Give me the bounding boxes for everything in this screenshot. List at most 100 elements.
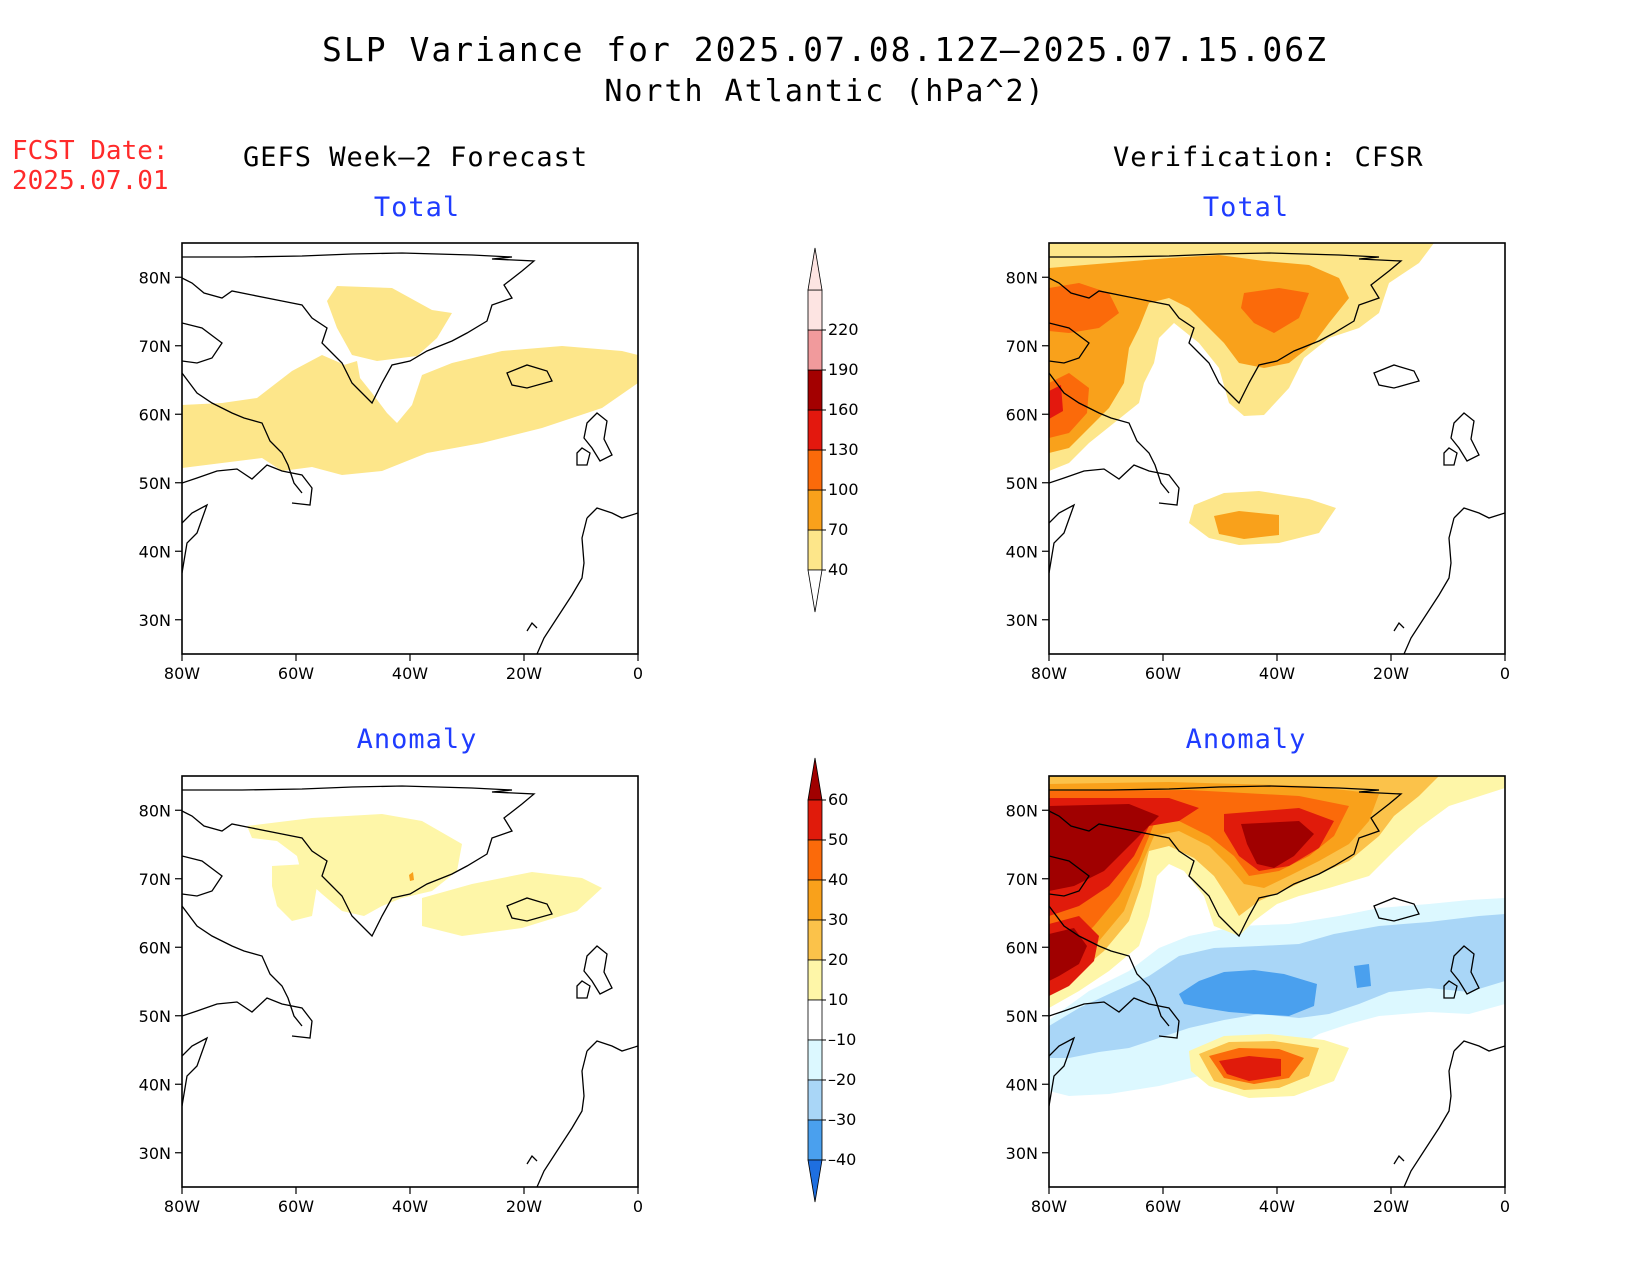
coastline — [182, 372, 303, 494]
lat-tick-label: 70N — [139, 337, 171, 356]
lon-tick-label: 80W — [164, 1197, 200, 1216]
frame-verification-total: 80N 70N 60N 50N 40N 30N 80W 60W 40W 20W 0 — [1006, 242, 1510, 683]
coastline — [576, 980, 591, 999]
coastline — [1393, 1154, 1405, 1165]
lon-tick-label: 0 — [633, 1197, 643, 1216]
colorbar-segment — [807, 999, 823, 1041]
contour-40 — [327, 286, 452, 361]
lat-tick-label: 40N — [139, 542, 171, 561]
colorbar-segment — [807, 1079, 823, 1121]
colorbar-label: –40 — [828, 1150, 856, 1169]
lon-tick-label: 20W — [1373, 664, 1409, 683]
map-panel-verification-total — [1049, 243, 1434, 545]
lat-tick-label: 40N — [1006, 1075, 1038, 1094]
coastline — [182, 503, 209, 574]
forecast-anomaly-title: Anomaly — [356, 724, 478, 755]
colorbar-label: 20 — [828, 950, 848, 969]
lon-tick-label: 0 — [1500, 1197, 1510, 1216]
colorbar-anomaly: 60 50 40 30 20 10 –10 –20 –30 –40 — [807, 757, 856, 1203]
colorbar-label: 220 — [828, 320, 859, 339]
lon-tick-label: 60W — [278, 1197, 314, 1216]
lat-tick-label: 60N — [1006, 405, 1038, 424]
coastline — [1373, 897, 1420, 922]
lon-tick-label: 20W — [1373, 1197, 1409, 1216]
figure-title: SLP Variance for 2025.07.08.12Z–2025.07.… — [322, 30, 1328, 69]
contour-130 — [1049, 385, 1063, 419]
coastline — [182, 252, 536, 405]
lat-tick-label: 40N — [139, 1075, 171, 1094]
lat-tick-label: 50N — [139, 474, 171, 493]
colorbar-label: 160 — [828, 400, 859, 419]
forecast-date-value: 2025.07.01 — [12, 166, 169, 196]
colorbar-bottom-arrow — [807, 569, 823, 613]
colorbar-segment — [807, 489, 823, 531]
lon-tick-label: 80W — [1031, 664, 1067, 683]
frame-verification-anomaly: 80N 70N 60N 50N 40N 30N 80W 60W 40W 20W 0 — [1006, 775, 1510, 1216]
contour-60 — [1049, 804, 1159, 891]
colorbar-segment — [807, 449, 823, 491]
colorbar-label: 190 — [828, 360, 859, 379]
coastline — [1049, 322, 1090, 364]
coastline — [583, 945, 613, 995]
coastline — [1049, 855, 1090, 897]
coastline — [1443, 447, 1458, 466]
coastline — [1049, 785, 1403, 938]
forecast-total-title: Total — [373, 192, 461, 223]
coastline — [1450, 945, 1480, 995]
colorbar-segment — [807, 1039, 823, 1081]
coastline — [576, 447, 591, 466]
coastline — [1403, 517, 1455, 654]
lat-tick-label: 80N — [1006, 268, 1038, 287]
coastlines — [182, 252, 638, 654]
lat-tick-label: 50N — [1006, 1007, 1038, 1026]
lon-tick-label: 60W — [1145, 664, 1181, 683]
coastline — [586, 507, 638, 519]
contour-100 — [1049, 283, 1119, 333]
lat-tick-label: 70N — [139, 870, 171, 889]
lon-tick-label: 20W — [506, 1197, 542, 1216]
lat-tick-label: 80N — [1006, 801, 1038, 820]
colorbar-segment — [807, 289, 823, 331]
coastline — [1049, 503, 1076, 574]
lat-tick-label: 30N — [139, 611, 171, 630]
colorbar-label: 70 — [828, 520, 848, 539]
lat-tick-label: 60N — [139, 405, 171, 424]
colorbar-segment — [807, 919, 823, 961]
lat-tick-label: 30N — [139, 1144, 171, 1163]
coastline — [182, 322, 223, 364]
figure-subtitle: North Atlantic (hPa^2) — [604, 74, 1046, 109]
lat-tick-label: 70N — [1006, 337, 1038, 356]
lat-tick-label: 30N — [1006, 1144, 1038, 1163]
coastline — [1049, 997, 1180, 1039]
coastlines — [1049, 785, 1505, 1187]
colorbar-segment — [807, 369, 823, 411]
coastline — [1049, 252, 1403, 405]
contour-50 — [1219, 1056, 1281, 1081]
map-panel-verification-anomaly — [1049, 776, 1505, 1098]
forecast-date-block: FCST Date: 2025.07.01 — [12, 136, 169, 196]
colorbar-label: 60 — [828, 790, 848, 809]
lon-tick-label: 60W — [1145, 1197, 1181, 1216]
lon-tick-label: 80W — [164, 664, 200, 683]
colorbar-segment — [807, 879, 823, 921]
lon-tick-label: 60W — [278, 664, 314, 683]
colorbar-label: –30 — [828, 1110, 856, 1129]
colorbar-label: 30 — [828, 910, 848, 929]
lon-tick-label: 0 — [633, 664, 643, 683]
contour-minus30 — [1354, 964, 1371, 988]
coastline — [526, 1154, 538, 1165]
colorbar-label: 130 — [828, 440, 859, 459]
verification-total-title: Total — [1202, 192, 1290, 223]
coastline — [583, 412, 613, 462]
coastline — [1453, 507, 1505, 519]
lon-tick-label: 40W — [1259, 1197, 1295, 1216]
coastline — [182, 464, 313, 506]
lon-tick-label: 40W — [392, 664, 428, 683]
colorbar-segment — [807, 409, 823, 451]
lat-tick-label: 50N — [139, 1007, 171, 1026]
coastline — [1443, 980, 1458, 999]
coastline — [1049, 372, 1170, 494]
coastline — [182, 997, 313, 1039]
contour-minus30 — [1179, 970, 1317, 1016]
